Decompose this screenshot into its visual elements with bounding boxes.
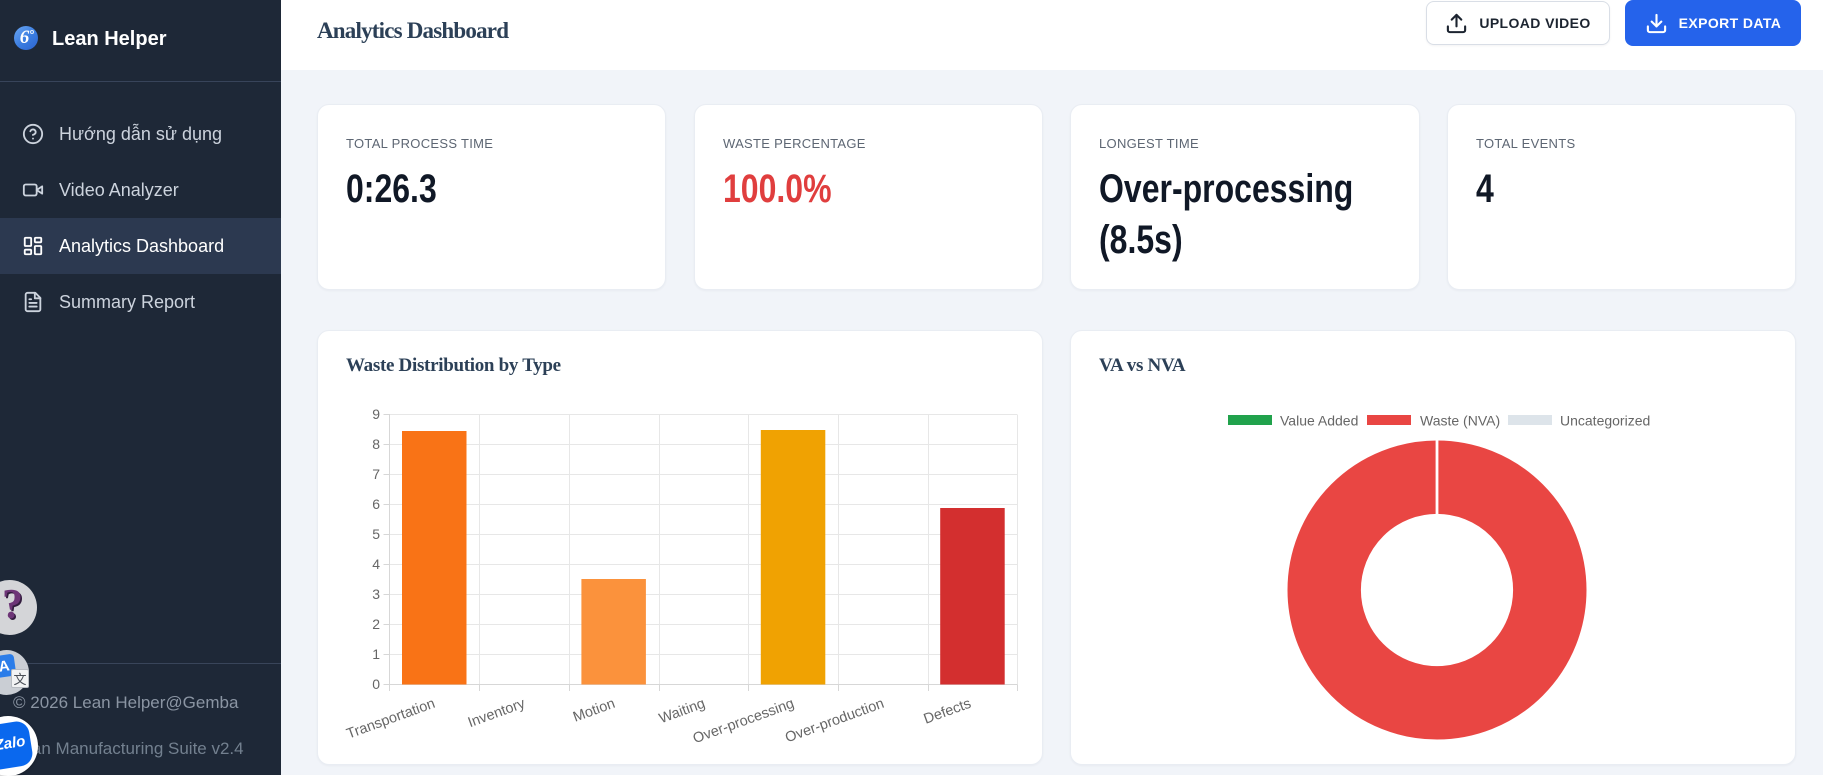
svg-text:7: 7 — [372, 466, 380, 482]
svg-text:4: 4 — [372, 556, 380, 572]
svg-text:Motion: Motion — [571, 696, 617, 726]
svg-text:Over-processing: Over-processing — [691, 696, 796, 747]
svg-text:Inventory: Inventory — [466, 695, 528, 731]
svg-text:Defects: Defects — [922, 696, 974, 728]
svg-text:6: 6 — [372, 496, 380, 512]
svg-text:Value Added: Value Added — [1280, 413, 1358, 429]
svg-text:8: 8 — [372, 436, 380, 452]
svg-text:Over-production: Over-production — [783, 696, 886, 747]
svg-text:5: 5 — [372, 526, 380, 542]
svg-text:Waiting: Waiting — [657, 696, 707, 727]
svg-text:2: 2 — [372, 616, 380, 632]
svg-text:Uncategorized: Uncategorized — [1560, 413, 1650, 429]
svg-text:Transportation: Transportation — [345, 696, 438, 743]
svg-text:9: 9 — [372, 406, 380, 422]
svg-text:Waste (NVA): Waste (NVA) — [1420, 413, 1500, 429]
svg-text:1: 1 — [372, 646, 380, 662]
svg-text:0: 0 — [372, 676, 380, 692]
svg-text:3: 3 — [372, 586, 380, 602]
